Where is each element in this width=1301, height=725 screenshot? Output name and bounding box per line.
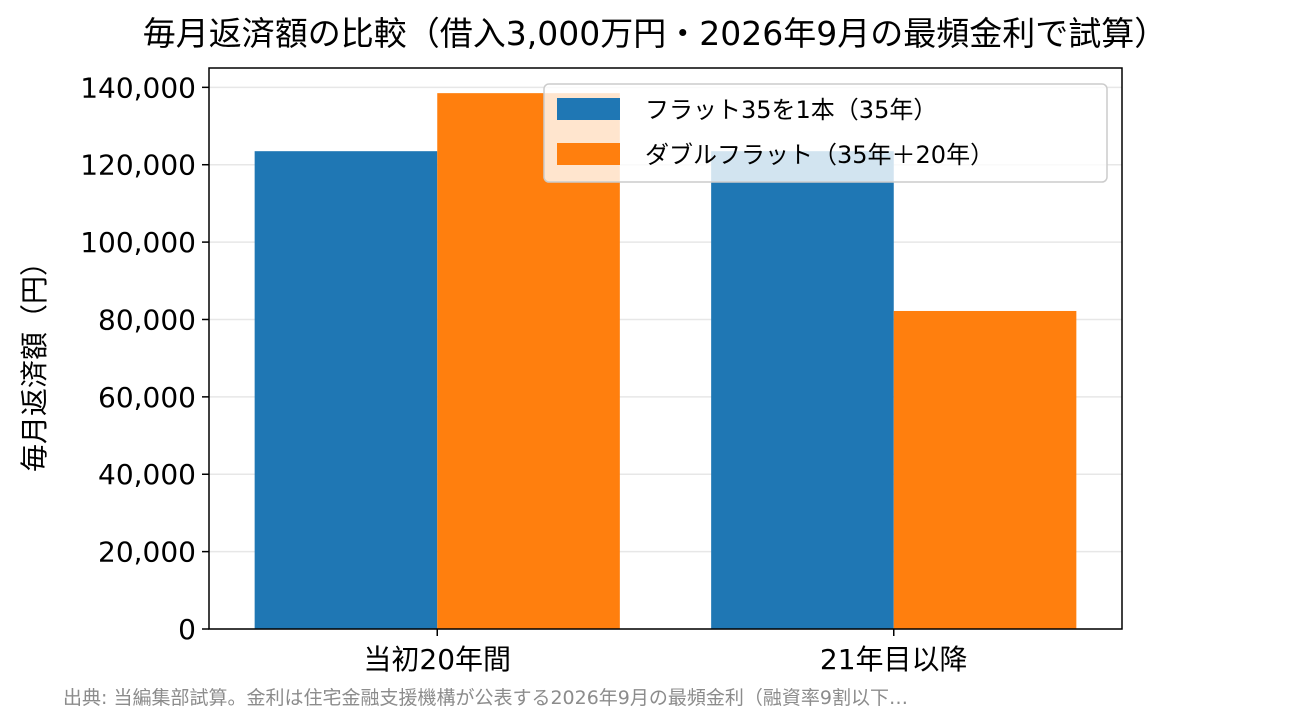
- y-tick-label: 60,000: [98, 381, 196, 414]
- bar-single-flat-0: [254, 151, 438, 630]
- legend-label-double-flat: ダブルフラット（35年＋20年）: [645, 141, 994, 169]
- y-tick-label: 120,000: [80, 149, 196, 182]
- y-axis-label: 毎月返済額（円）: [18, 248, 51, 472]
- legend-label-single-flat: フラット35を1本（35年）: [645, 96, 937, 124]
- y-tick-label: 100,000: [80, 226, 196, 259]
- chart-title: 毎月返済額の比較（借入3,000万円・2026年9月の最頻金利で試算）: [143, 14, 1167, 53]
- y-tick-label: 0: [178, 613, 196, 646]
- legend-swatch-single-flat: [557, 98, 620, 120]
- bars: [254, 93, 1077, 630]
- legend-box: [543, 83, 1108, 183]
- y-tick-label: 80,000: [98, 303, 196, 336]
- x-tick-label: 21年目以降: [820, 643, 968, 676]
- y-tick-label: 140,000: [80, 71, 196, 104]
- y-tick-label: 20,000: [98, 536, 196, 569]
- y-tick-label: 40,000: [98, 458, 196, 491]
- y-axis-ticks: 0 20,000 40,000 60,000 80,000 100,000 120,000 1…: [80, 71, 209, 646]
- x-axis-ticks: 当初20年間 21年目以降: [363, 629, 968, 676]
- bar-double-flat-1: [893, 310, 1077, 629]
- x-tick-label: 当初20年間: [363, 643, 511, 676]
- legend-swatch-double-flat: [557, 143, 620, 165]
- plot-area-frame: [208, 67, 1123, 630]
- source-note: 出典: 当編集部試算。金利は住宅金融支援機構が公表する2026年9月の最頻金利（…: [63, 687, 908, 709]
- legend: フラット35を1本（35年） ダブルフラット（35年＋20年）: [543, 83, 1108, 183]
- bar-single-flat-1: [711, 151, 894, 630]
